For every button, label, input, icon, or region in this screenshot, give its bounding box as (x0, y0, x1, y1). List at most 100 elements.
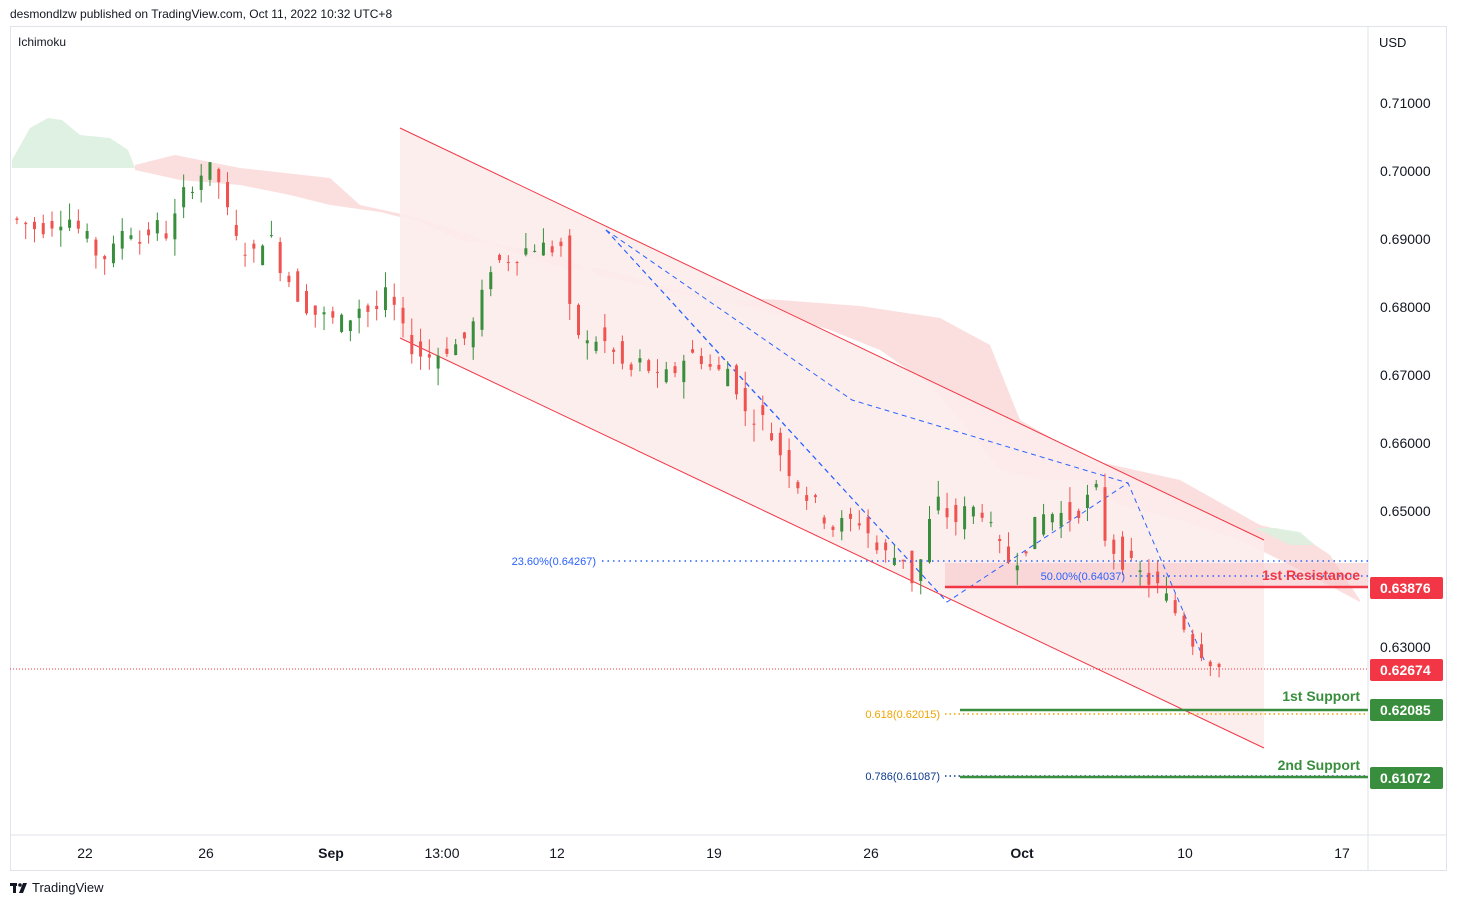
candle-body (761, 405, 765, 415)
candle-body (375, 305, 379, 309)
candle-body (296, 271, 300, 302)
candle-body (15, 218, 19, 220)
candle-body (1147, 572, 1151, 585)
tradingview-logo-icon (10, 882, 28, 894)
candle-body (1173, 600, 1177, 614)
candle-body (68, 219, 72, 228)
candle-body (41, 223, 45, 235)
candle-body (348, 320, 352, 332)
x-tick: 12 (549, 845, 565, 861)
candle-body (164, 233, 168, 239)
candle-body (849, 513, 853, 519)
candle-body (541, 242, 545, 256)
y-tick: 0.69000 (1380, 231, 1431, 247)
candle-body (234, 224, 238, 236)
candle-body (1085, 494, 1089, 509)
candle-body (620, 341, 624, 364)
candles (15, 162, 1221, 678)
candle-body (550, 246, 554, 253)
candle-body (568, 235, 572, 304)
candle-body (647, 360, 651, 371)
y-tick: 0.67000 (1380, 367, 1431, 383)
candle-body (822, 517, 826, 524)
candle-body (691, 349, 695, 353)
candle-body (462, 332, 466, 339)
candle-body (813, 495, 817, 498)
x-tick: 26 (863, 845, 879, 861)
candle-body (173, 213, 177, 240)
candle-body (147, 229, 151, 236)
candle-body (94, 239, 98, 256)
candle-body (971, 506, 975, 517)
candle-body (857, 523, 861, 526)
candle-body (1050, 514, 1054, 523)
publish-info: desmondlzw published on TradingView.com,… (10, 7, 393, 21)
candle-body (831, 526, 835, 530)
candle-body (1077, 510, 1081, 519)
indicator-label[interactable]: Ichimoku (18, 35, 66, 49)
candle-body (734, 365, 738, 395)
candle-body (419, 341, 423, 357)
x-tick: 22 (77, 845, 93, 861)
candle-body (533, 250, 537, 252)
x-tick: Sep (318, 845, 344, 861)
candle-body (919, 559, 923, 582)
candle-body (673, 366, 677, 374)
candle-body (111, 243, 115, 264)
x-tick: 17 (1334, 845, 1350, 861)
candle-body (1094, 483, 1098, 488)
candle-body (1033, 516, 1037, 549)
price-label-support2-bg (1370, 767, 1443, 789)
candle-body (199, 175, 203, 190)
candle-body (76, 220, 80, 229)
candle-body (910, 550, 914, 584)
channel-upper-line (399, 127, 1265, 541)
candle-body (638, 358, 642, 363)
candle-body (480, 289, 484, 330)
candle-body (585, 340, 589, 344)
candle-body (1068, 502, 1072, 521)
candle-body (664, 369, 668, 383)
resistance-1-label: 1st Resistance (1262, 567, 1360, 583)
candle-body (471, 321, 475, 348)
candle-body (524, 248, 528, 255)
candle-body (427, 354, 431, 358)
candle-body (506, 261, 510, 263)
y-tick: 0.65000 (1380, 503, 1431, 519)
ichimoku-cloud-green-3 (1255, 528, 1315, 545)
candle-body (383, 287, 387, 311)
candle-body (1191, 634, 1195, 647)
candle-body (24, 222, 28, 225)
candle-body (884, 542, 888, 551)
candle-body (998, 538, 1002, 542)
chart-frame (10, 26, 1447, 871)
candle-body (489, 272, 493, 290)
candle-body (217, 169, 221, 183)
x-tick: Oct (1010, 845, 1034, 861)
candle-body (1042, 514, 1046, 535)
candle-body (340, 314, 344, 332)
footer-brand-text: TradingView (32, 880, 104, 895)
candle-body (1138, 570, 1142, 572)
footer-brand[interactable]: TradingView (10, 880, 104, 895)
candle-body (936, 496, 940, 511)
candle-body (454, 344, 458, 356)
channel-lower-line (399, 337, 1265, 749)
candle-body (410, 334, 414, 355)
ichimoku-cloud-green (12, 118, 135, 168)
candle-body (655, 371, 659, 373)
candle-body (243, 254, 247, 256)
x-tick: 19 (706, 845, 722, 861)
candle-body (866, 517, 870, 534)
candle-body (708, 364, 712, 367)
price-label-resistance: 0.63876 (1380, 580, 1431, 596)
candle-body (155, 220, 159, 234)
candle-body (138, 241, 142, 244)
x-tick: 13:00 (424, 845, 459, 861)
candle-body (717, 364, 721, 370)
x-tick: 26 (198, 845, 214, 861)
y-tick: 0.70000 (1380, 163, 1431, 179)
candle-body (498, 254, 502, 261)
candle-body (32, 221, 36, 230)
